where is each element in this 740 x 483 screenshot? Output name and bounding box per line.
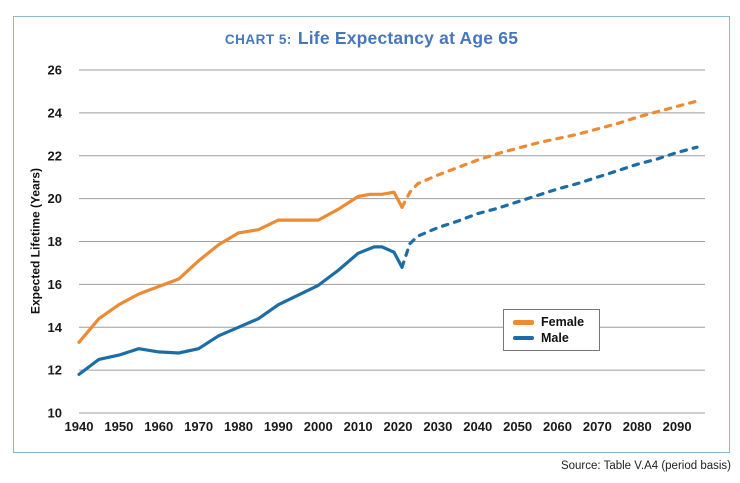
x-tick-label: 1990 xyxy=(264,419,293,434)
legend-label-male: Male xyxy=(541,330,569,345)
x-tick-label: 1980 xyxy=(224,419,253,434)
legend: Female Male xyxy=(503,309,600,351)
x-tick-label: 1950 xyxy=(104,419,133,434)
x-tick-label: 2030 xyxy=(423,419,452,434)
female-historical-line xyxy=(77,190,404,344)
male-line-swatch xyxy=(513,335,534,340)
y-tick-label: 14 xyxy=(48,320,63,335)
x-tick-label: 1970 xyxy=(184,419,213,434)
x-tick-label: 1940 xyxy=(65,419,94,434)
female-projected-line xyxy=(400,99,699,209)
chart-title: CHART 5: Life Expectancy at Age 65 xyxy=(13,28,730,49)
y-tick-label: 20 xyxy=(48,191,62,206)
source-note: Source: Table V.A4 (period basis) xyxy=(560,460,731,472)
female-line-swatch xyxy=(513,320,534,325)
x-tick-label: 2060 xyxy=(543,419,572,434)
y-tick-label: 16 xyxy=(48,277,62,292)
y-tick-label: 22 xyxy=(48,148,62,163)
y-tick-label: 26 xyxy=(48,63,62,78)
chart-title-prefix: CHART 5: xyxy=(224,32,292,47)
x-tick-label: 2000 xyxy=(304,419,333,434)
x-tick-label: 2070 xyxy=(583,419,612,434)
male-projected-line xyxy=(400,145,699,269)
male-historical-line xyxy=(77,245,404,376)
y-tick-label: 24 xyxy=(48,105,63,120)
x-tick-label: 2020 xyxy=(384,419,413,434)
x-tick-label: 2040 xyxy=(463,419,492,434)
x-tick-label: 2080 xyxy=(623,419,652,434)
y-tick-label: 12 xyxy=(48,363,62,378)
y-tick-label: 10 xyxy=(48,406,62,421)
x-tick-label: 1960 xyxy=(144,419,173,434)
y-tick-label: 18 xyxy=(48,234,62,249)
legend-item-female: Female xyxy=(504,316,599,329)
chart-frame-border xyxy=(13,16,730,453)
chart-title-main: Life Expectancy at Age 65 xyxy=(297,28,519,48)
x-tick-label: 2010 xyxy=(344,419,373,434)
legend-label-female: Female xyxy=(541,315,585,329)
x-tick-label: 2090 xyxy=(663,419,692,434)
x-tick-label: 2050 xyxy=(503,419,532,434)
legend-item-male: Male xyxy=(504,330,599,345)
